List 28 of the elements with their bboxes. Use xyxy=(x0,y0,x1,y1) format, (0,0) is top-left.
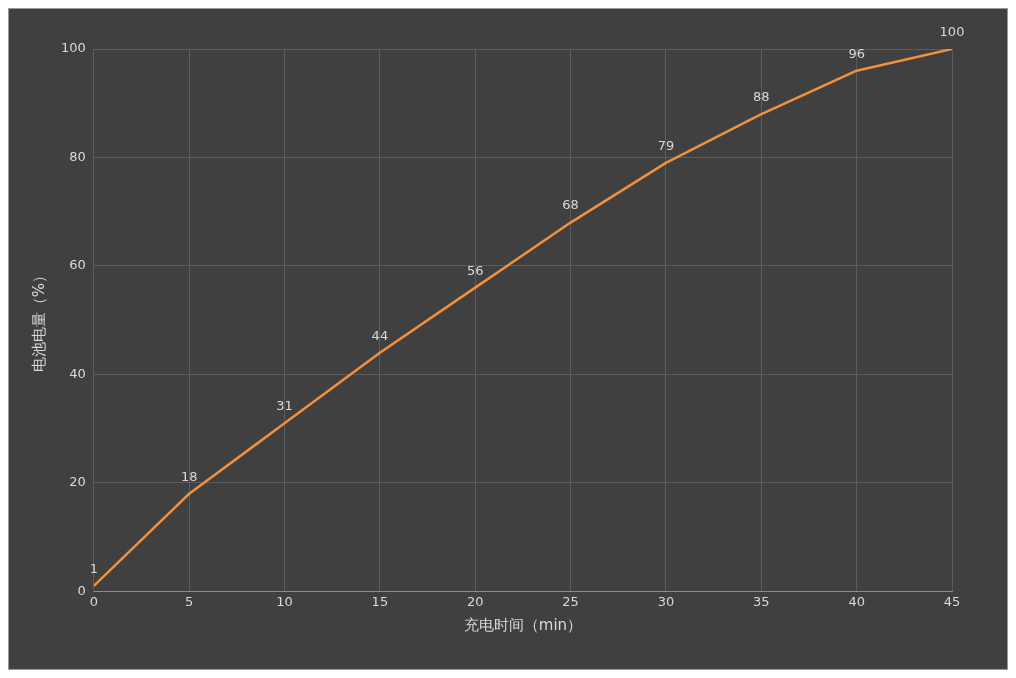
data-label: 56 xyxy=(466,262,484,278)
x-tick-label: 20 xyxy=(466,593,484,609)
data-label: 96 xyxy=(848,45,865,61)
data-label: 88 xyxy=(753,88,770,104)
y-tick-label: 80 xyxy=(69,148,86,164)
x-tick-label: 10 xyxy=(276,593,293,609)
x-tick-label: 5 xyxy=(185,593,194,609)
data-label: 68 xyxy=(562,197,579,213)
y-tick-label: 20 xyxy=(69,474,86,490)
y-tick-label: 0 xyxy=(77,582,86,598)
y-tick-label: 100 xyxy=(60,40,86,56)
data-label: 44 xyxy=(371,327,389,343)
x-tick-label: 35 xyxy=(753,593,770,609)
x-tick-label: 0 xyxy=(89,593,98,609)
data-label: 31 xyxy=(276,398,293,414)
y-tick-label: 60 xyxy=(69,257,86,273)
data-label: 1 xyxy=(89,560,98,576)
y-axis-title: 电池电量（%） xyxy=(29,268,48,373)
x-tick-label: 15 xyxy=(371,593,389,609)
x-tick-label: 30 xyxy=(657,593,675,609)
data-label: 100 xyxy=(939,23,965,39)
x-tick-label: 45 xyxy=(943,593,961,609)
data-label: 79 xyxy=(657,137,675,153)
x-tick-label: 25 xyxy=(562,593,579,609)
data-label: 18 xyxy=(180,468,198,484)
x-tick-label: 40 xyxy=(848,593,865,609)
x-axis-title: 充电时间（min） xyxy=(463,615,583,634)
y-tick-label: 40 xyxy=(69,365,86,381)
